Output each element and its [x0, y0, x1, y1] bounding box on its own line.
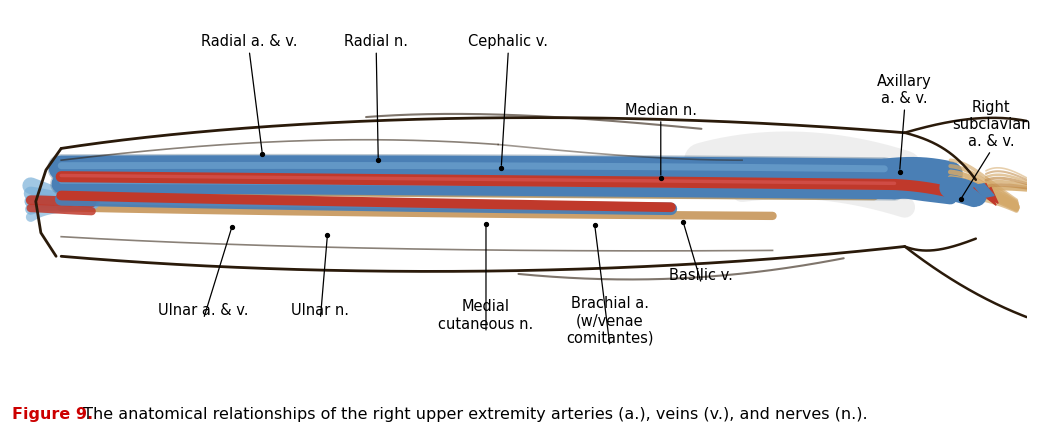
Text: Ulnar n.: Ulnar n.	[291, 302, 349, 317]
Text: Radial n.: Radial n.	[344, 34, 409, 49]
Text: Right
subclavian
a. & v.: Right subclavian a. & v.	[952, 99, 1031, 149]
Text: Figure 9.: Figure 9.	[12, 405, 93, 421]
Text: Ulnar a. & v.: Ulnar a. & v.	[159, 302, 249, 317]
Text: Medial
cutaneous n.: Medial cutaneous n.	[439, 299, 534, 331]
Text: Radial a. & v.: Radial a. & v.	[201, 34, 298, 49]
Polygon shape	[974, 184, 997, 206]
Text: Median n.: Median n.	[624, 103, 697, 118]
Polygon shape	[974, 184, 994, 198]
Text: Cephalic v.: Cephalic v.	[469, 34, 549, 49]
Text: Axillary
a. & v.: Axillary a. & v.	[877, 74, 932, 106]
Text: Brachial a.
(w/venae
comitantes): Brachial a. (w/venae comitantes)	[566, 295, 653, 345]
Text: Basilic v.: Basilic v.	[670, 267, 733, 282]
Text: The anatomical relationships of the right upper extremity arteries (a.), veins (: The anatomical relationships of the righ…	[78, 405, 867, 421]
Polygon shape	[981, 188, 999, 204]
